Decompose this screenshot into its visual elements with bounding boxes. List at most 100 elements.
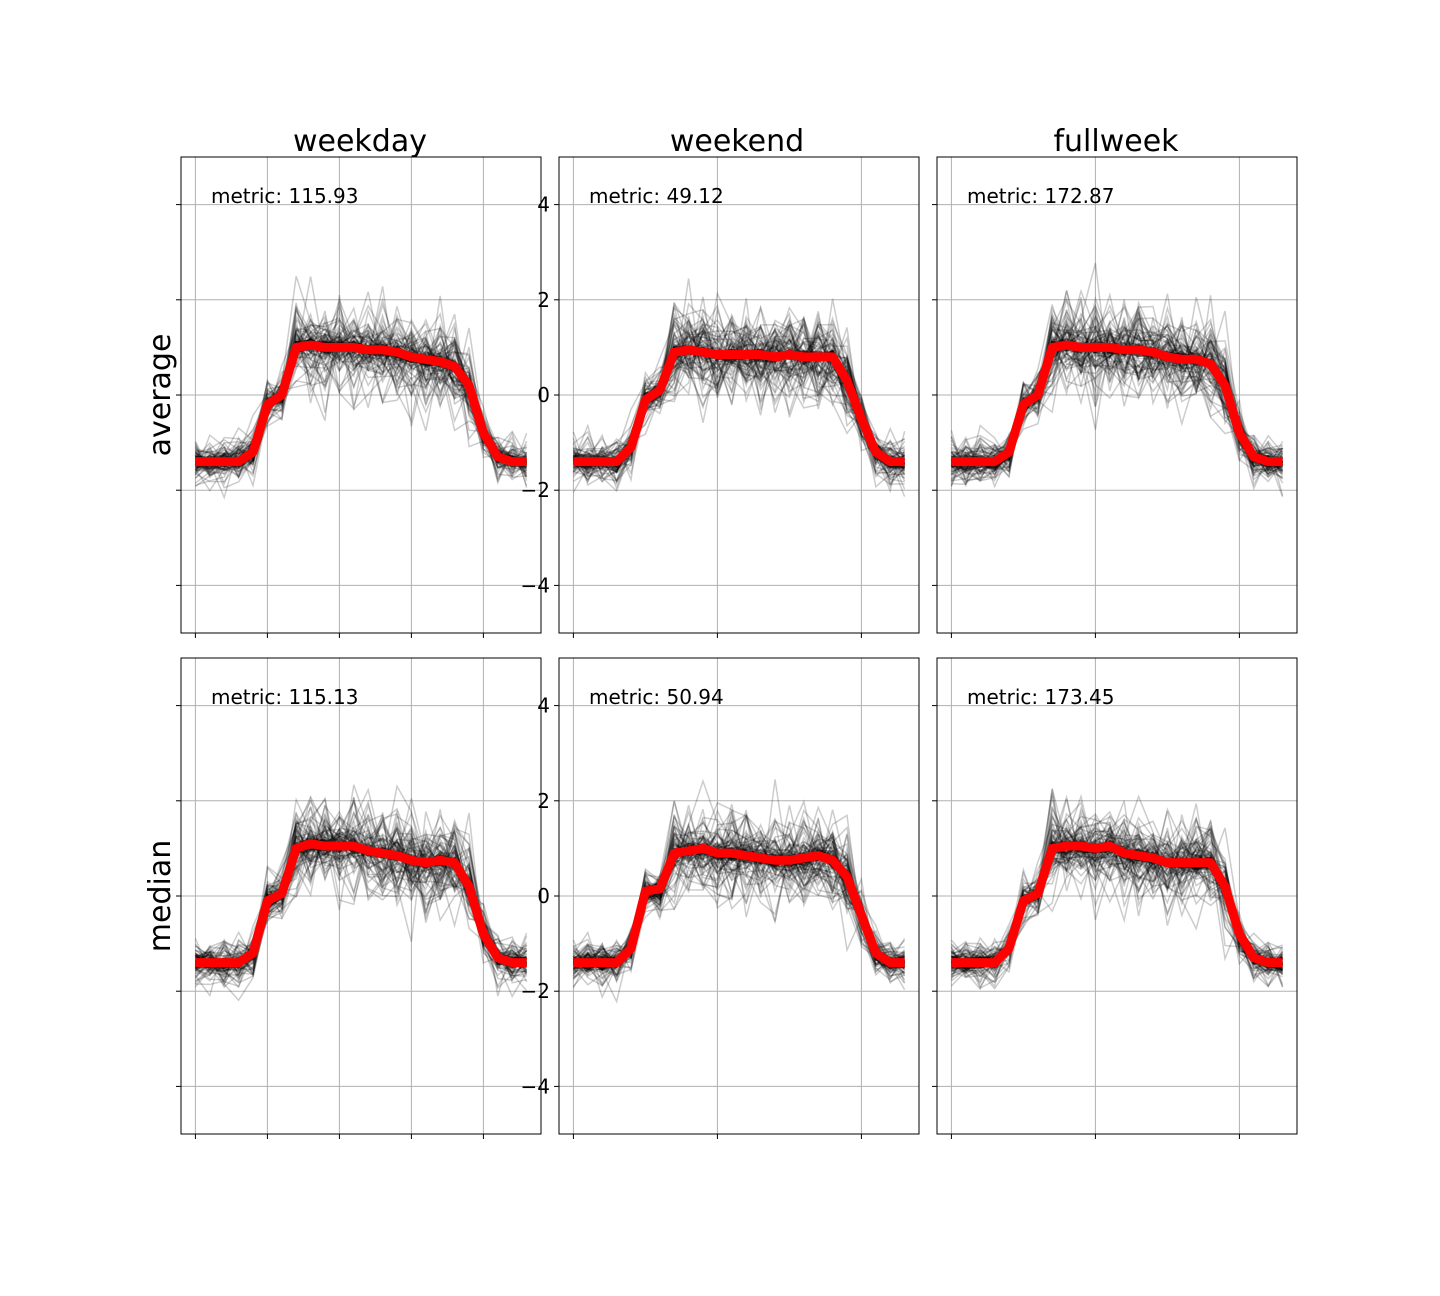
- background-trace: [573, 306, 906, 479]
- background-trace: [950, 814, 1283, 969]
- background-trace: [950, 305, 1284, 491]
- metric-annotation: metric: 115.13: [211, 685, 358, 709]
- highlight-series: [951, 841, 1283, 968]
- background-trace: [951, 295, 1283, 470]
- background-trace: [572, 821, 905, 972]
- column-title-weekday: weekday: [293, 124, 427, 159]
- ytick-label: 0: [537, 884, 550, 908]
- background-trace: [572, 799, 906, 986]
- ticks: [932, 705, 1240, 1139]
- column-title-weekend: weekend: [670, 124, 804, 159]
- background-trace: [194, 800, 527, 974]
- background-trace: [195, 799, 527, 967]
- background-trace: [572, 817, 906, 978]
- ytick-label: 0: [537, 383, 550, 407]
- background-trace: [573, 349, 906, 475]
- row-label-average: average: [143, 334, 178, 457]
- background-trace: [572, 826, 906, 979]
- background-trace: [572, 779, 906, 991]
- background-trace: [950, 320, 1283, 482]
- background-trace: [194, 330, 527, 473]
- ytick-label: −2: [521, 478, 550, 502]
- background-trace: [573, 334, 905, 469]
- ticks: [932, 204, 1240, 638]
- background-trace: [951, 306, 1284, 489]
- ticks: [176, 204, 484, 638]
- column-title-fullweek: fullweek: [1053, 124, 1179, 159]
- gridlines: [181, 658, 541, 1134]
- ytick-label: 4: [537, 694, 550, 718]
- gridlines: [559, 157, 919, 633]
- background-trace: [194, 309, 528, 478]
- background-trace: [194, 310, 528, 488]
- background-trace: [950, 300, 1284, 487]
- highlight-series: [195, 839, 527, 968]
- background-trace: [950, 825, 1283, 978]
- gridlines: [937, 658, 1297, 1134]
- ytick-label: −4: [521, 1074, 550, 1098]
- background-trace: [950, 325, 1283, 474]
- column-titles: weekday weekend fullweek: [293, 124, 1179, 159]
- ticks: −4 −2 0 2 4: [521, 193, 862, 638]
- metric-annotation: metric: 115.93: [211, 184, 358, 208]
- metric-annotation: metric: 50.94: [589, 685, 724, 709]
- row-label-median: median: [143, 840, 178, 952]
- background-trace: [195, 291, 527, 472]
- background-trace: [195, 814, 528, 1002]
- ytick-label: −4: [521, 573, 550, 597]
- background-trace: [572, 814, 905, 987]
- background-trace: [950, 299, 1284, 486]
- background-trace: [950, 325, 1284, 481]
- ytick-label: 2: [537, 288, 550, 312]
- background-trace: [572, 318, 905, 493]
- metric-annotation: metric: 49.12: [589, 184, 724, 208]
- subplot-average-weekend: −4 −2 0 2 4 metric: 49.12: [521, 156, 920, 638]
- background-trace: [572, 316, 905, 483]
- background-trace: [951, 331, 1284, 482]
- background-trace: [573, 309, 906, 482]
- subplot-median-weekend: −4 −2 0 2 4 metric: 50.94: [521, 657, 920, 1139]
- subplot-median-fullweek: metric: 173.45: [932, 657, 1298, 1139]
- background-trace: [573, 319, 906, 471]
- background-trace: [572, 313, 905, 486]
- highlight-series: [195, 340, 527, 467]
- background-trace: [194, 275, 528, 489]
- background-trace: [194, 317, 528, 479]
- ticks: [176, 705, 484, 1139]
- metric-annotation: metric: 172.87: [967, 184, 1114, 208]
- background-traces: [194, 784, 528, 1002]
- ytick-label: 4: [537, 193, 550, 217]
- background-trace: [194, 342, 527, 478]
- background-trace: [194, 333, 527, 475]
- ytick-label: −2: [521, 979, 550, 1003]
- background-trace: [194, 294, 527, 488]
- highlight-series: [573, 345, 905, 467]
- background-trace: [573, 801, 906, 974]
- highlight-series: [573, 843, 905, 968]
- ticks: −4 −2 0 2 4: [521, 694, 862, 1139]
- gridlines: [559, 658, 919, 1134]
- background-trace: [195, 833, 527, 984]
- background-traces: [194, 275, 528, 500]
- row-labels: average median: [143, 334, 178, 953]
- background-trace: [950, 794, 1284, 990]
- subplot-median-weekday: metric: 115.13: [176, 657, 542, 1139]
- background-trace: [573, 323, 906, 470]
- subplot-average-weekday: metric: 115.93: [176, 156, 542, 638]
- metric-annotation: metric: 173.45: [967, 685, 1114, 709]
- background-trace: [194, 804, 528, 982]
- highlight-series: [951, 340, 1283, 467]
- subplot-average-fullweek: metric: 172.87: [932, 156, 1298, 638]
- background-traces: [572, 278, 906, 497]
- background-trace: [950, 311, 1284, 483]
- background-trace: [950, 290, 1283, 486]
- gridlines: [937, 157, 1297, 633]
- background-trace: [572, 821, 906, 985]
- ytick-label: 2: [537, 789, 550, 813]
- background-trace: [195, 823, 528, 973]
- background-trace: [572, 302, 906, 478]
- background-trace: [194, 306, 528, 472]
- gridlines: [181, 157, 541, 633]
- background-trace: [573, 844, 905, 980]
